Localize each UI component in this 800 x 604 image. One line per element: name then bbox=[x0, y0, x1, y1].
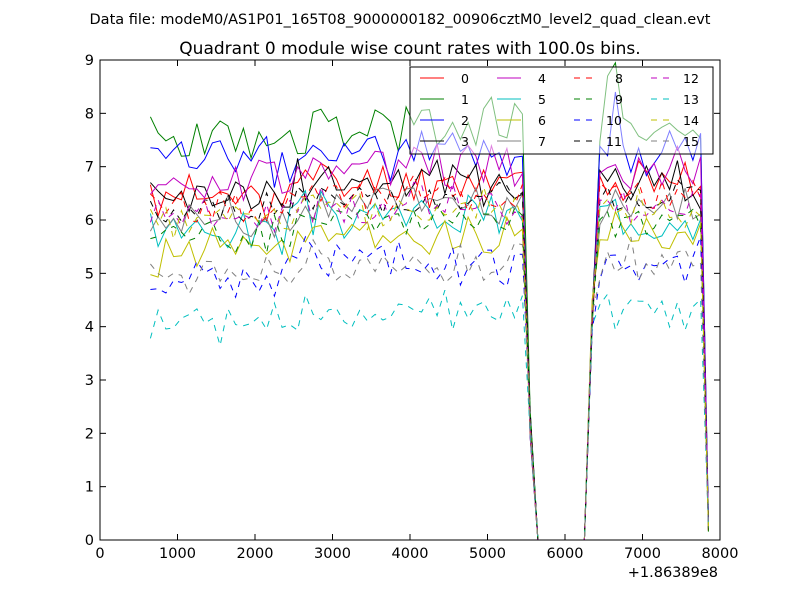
y-tick-label: 3 bbox=[85, 373, 94, 389]
series-line-0 bbox=[149, 159, 709, 541]
y-tick-label: 6 bbox=[85, 213, 94, 229]
x-tick-label: 2000 bbox=[237, 546, 274, 562]
series-line-3 bbox=[150, 158, 709, 541]
legend-label-3: 3 bbox=[461, 134, 469, 149]
legend-label-15: 15 bbox=[683, 134, 699, 149]
legend-label-4: 4 bbox=[538, 71, 546, 86]
series-line-4 bbox=[150, 143, 709, 541]
chart-title: Quadrant 0 module wise count rates with … bbox=[179, 39, 640, 59]
y-tick-label: 5 bbox=[85, 266, 94, 282]
x-tick-label: 3000 bbox=[314, 546, 351, 562]
legend-label-6: 6 bbox=[538, 113, 546, 128]
figure-suptitle: Data file: modeM0/AS1P01_165T08_90000001… bbox=[90, 12, 711, 28]
axis-ticks: 0 1000 2000 3000 4000 5000 6000 7000 80000123456… bbox=[85, 53, 739, 562]
x-axis-offset-label: +1.86389e8 bbox=[628, 565, 718, 581]
legend-label-7: 7 bbox=[538, 134, 546, 149]
y-tick-label: 8 bbox=[85, 106, 94, 122]
y-tick-label: 1 bbox=[85, 480, 94, 496]
legend-label-2: 2 bbox=[461, 113, 469, 128]
legend-label-14: 14 bbox=[683, 113, 699, 128]
y-tick-label: 2 bbox=[85, 426, 94, 442]
series-line-7 bbox=[149, 186, 709, 541]
series-line-9 bbox=[150, 203, 709, 541]
x-tick-label: 4000 bbox=[392, 546, 429, 562]
x-tick-label: 1000 bbox=[159, 546, 196, 562]
x-tick-label: 7000 bbox=[624, 546, 661, 562]
legend-label-5: 5 bbox=[538, 92, 546, 107]
y-tick-label: 9 bbox=[85, 53, 94, 69]
series-line-14 bbox=[149, 184, 709, 541]
legend-label-8: 8 bbox=[615, 71, 623, 86]
legend-label-10: 10 bbox=[606, 113, 622, 128]
legend-label-0: 0 bbox=[461, 71, 469, 86]
y-tick-label: 0 bbox=[85, 533, 94, 549]
legend-label-13: 13 bbox=[683, 92, 699, 107]
x-tick-label: 8000 bbox=[702, 546, 739, 562]
series-line-13 bbox=[149, 289, 709, 541]
series-line-11 bbox=[149, 178, 709, 541]
legend-label-11: 11 bbox=[606, 134, 622, 149]
x-tick-label: 6000 bbox=[547, 546, 584, 562]
legend-box bbox=[409, 66, 714, 155]
legend-label-1: 1 bbox=[461, 92, 469, 107]
series-line-8 bbox=[150, 173, 709, 541]
legend-label-12: 12 bbox=[683, 71, 699, 86]
x-tick-label: 0 bbox=[95, 546, 104, 562]
series-line-6 bbox=[150, 210, 709, 541]
y-tick-label: 4 bbox=[85, 320, 94, 336]
series-line-5 bbox=[149, 189, 709, 541]
x-tick-label: 5000 bbox=[469, 546, 506, 562]
series-line-12 bbox=[149, 181, 709, 541]
y-tick-label: 7 bbox=[85, 160, 94, 176]
series-line-10 bbox=[150, 235, 709, 541]
legend-label-9: 9 bbox=[615, 92, 623, 107]
series-line-15 bbox=[150, 236, 709, 541]
